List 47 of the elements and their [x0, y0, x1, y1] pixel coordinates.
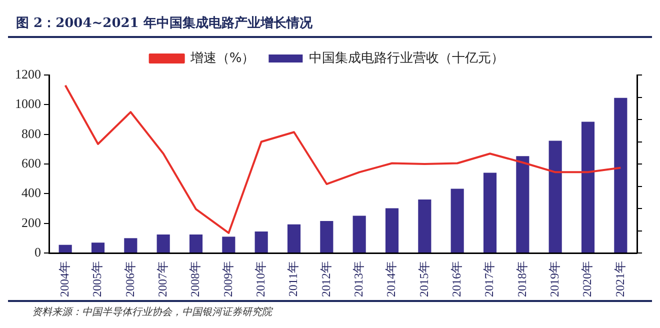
- y-tick-label: 800: [22, 126, 41, 141]
- bar: [450, 188, 464, 252]
- y-tick-label: 200: [22, 214, 41, 230]
- x-tick-label: 2007年: [155, 261, 170, 297]
- y-tick-label: 600: [22, 155, 41, 170]
- x-tick-label: 2015年: [416, 261, 431, 297]
- bar: [156, 234, 170, 252]
- bar: [91, 242, 105, 252]
- x-tick-label: 2010年: [253, 261, 268, 297]
- x-tick-label: 2013年: [351, 261, 366, 297]
- bar: [58, 244, 72, 252]
- y-tick-label: 1000: [15, 96, 41, 112]
- x-tick-label: 2009年: [220, 261, 235, 297]
- x-tick-label: 2014年: [384, 261, 398, 297]
- bar: [287, 224, 301, 252]
- bar: [189, 234, 203, 252]
- bar: [222, 236, 236, 252]
- x-tick-label: 2018年: [514, 261, 529, 297]
- bar: [581, 122, 595, 252]
- x-tick-label: 2017年: [482, 261, 496, 297]
- x-tick-label: 2011年: [286, 261, 300, 297]
- bar: [614, 98, 628, 252]
- x-tick-label: 2021年: [612, 261, 627, 297]
- bar: [124, 238, 138, 252]
- bar: [548, 140, 562, 252]
- chart-title: 图 2：2004~2021 年中国集成电路产业增长情况: [8, 8, 652, 38]
- x-tick-label: 2004年: [57, 261, 72, 297]
- bar: [385, 208, 399, 252]
- bar: [352, 216, 366, 252]
- y-tick-label: 400: [22, 185, 41, 200]
- x-tick-label: 2006年: [122, 261, 137, 297]
- x-tick-label: 2012年: [318, 261, 333, 297]
- bar: [483, 172, 497, 252]
- x-tick-label: 2020年: [580, 261, 594, 297]
- bar: [254, 231, 268, 252]
- bar: [516, 156, 530, 252]
- legend-label: 中国集成电路行业营收（十亿元）: [309, 50, 504, 66]
- x-tick-label: 2005年: [90, 261, 104, 297]
- x-tick-label: 2008年: [188, 261, 202, 297]
- legend-label: 增速（%）: [189, 50, 255, 66]
- y-tick-label: 1200: [15, 66, 41, 82]
- bar: [320, 220, 334, 252]
- x-tick-label: 2016年: [449, 261, 464, 297]
- x-tick-label: 2019年: [547, 261, 562, 297]
- y-tick-label: 0: [34, 244, 41, 260]
- bar: [418, 199, 432, 252]
- text: 资料来源：中国半导体行业协会，中国银河证券研究院: [32, 307, 272, 318]
